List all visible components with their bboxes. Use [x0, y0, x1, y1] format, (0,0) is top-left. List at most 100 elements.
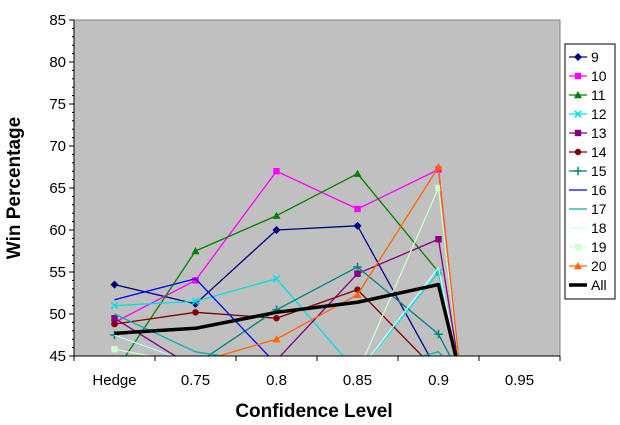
x-tick-label: 0.9: [428, 372, 449, 389]
series-line: [114, 282, 458, 356]
legend-item-20: 20: [569, 258, 607, 274]
y-tick-label: 85: [49, 12, 66, 29]
y-axis-title: Win Percentage: [4, 117, 25, 259]
series-line: [114, 225, 430, 356]
legend-item-16: 16: [569, 182, 607, 198]
legend-label: 17: [591, 201, 607, 217]
legend-item-12: 12: [569, 106, 607, 122]
legend-item-18: 18: [569, 220, 607, 236]
data-point: [273, 315, 280, 322]
legend: 9 10 11 12 13 14 15 16 17 18 19 20 All: [564, 43, 616, 300]
data-point: [353, 262, 362, 272]
data-point: [353, 290, 362, 298]
plot-area: [73, 19, 561, 357]
legend-marker: [574, 148, 582, 156]
data-point: [272, 211, 281, 219]
data-point: [353, 221, 362, 230]
x-tick-label: Hedge: [92, 372, 136, 389]
data-point: [191, 360, 199, 368]
data-point: [273, 365, 279, 371]
series-line: [114, 288, 424, 356]
legend-marker: [574, 243, 582, 251]
y-tick-label: 55: [49, 264, 66, 281]
series-all: [114, 282, 458, 356]
data-point: [434, 163, 443, 171]
series-line: [114, 271, 457, 356]
data-point: [273, 168, 280, 175]
series-20: [192, 163, 460, 366]
legend-label: 13: [591, 125, 607, 141]
legend-item-all: All: [569, 277, 607, 293]
legend-marker: [574, 110, 582, 118]
legend-label: 14: [591, 144, 607, 160]
data-point: [192, 309, 199, 316]
legend-marker: [574, 262, 582, 270]
data-point: [111, 315, 118, 322]
legend-label: 20: [591, 258, 607, 274]
legend-item-11: 11: [569, 87, 606, 103]
legend-label: 18: [591, 220, 607, 236]
data-point: [354, 205, 361, 213]
data-point: [354, 270, 361, 277]
x-tick-label: 0.8: [266, 372, 287, 389]
series-19: [111, 184, 459, 371]
series-line: [114, 278, 270, 356]
legend-item-15: 15: [569, 163, 607, 179]
y-tick-label: 65: [49, 180, 66, 197]
legend-label: 15: [591, 163, 607, 179]
legend-marker: [574, 53, 582, 61]
x-axis-title: Confidence Level: [235, 401, 392, 422]
legend-label: 19: [591, 239, 607, 255]
data-point: [110, 301, 119, 310]
y-tick-label: 70: [49, 138, 66, 155]
series-line: [114, 267, 458, 356]
x-tick-label: 0.95: [505, 372, 534, 389]
legend-item-9: 9: [569, 49, 599, 65]
legend-marker: [573, 166, 583, 176]
legend-item-10: 10: [569, 68, 607, 84]
x-tick-label: 0.75: [181, 372, 210, 389]
data-point: [434, 329, 443, 339]
legend-marker: [574, 91, 582, 99]
legend-label: 11: [591, 87, 606, 103]
series-9: [110, 221, 430, 356]
legend-marker: [574, 72, 582, 80]
series-12: [110, 268, 457, 356]
y-tick-label: 80: [49, 54, 66, 71]
axes-layer: 45 50 55 60 65 70 75 80 85 Hedge 0.75 0.8 0.85 0.9 0.9…: [49, 12, 561, 389]
data-point: [192, 361, 198, 367]
data-point: [111, 320, 118, 328]
data-point: [110, 280, 119, 289]
legend-label: 9: [591, 49, 599, 65]
legend-item-17: 17: [569, 201, 607, 217]
y-tick-label: 60: [49, 222, 66, 239]
data-point: [192, 277, 199, 284]
data-point: [435, 184, 442, 192]
data-point: [191, 297, 200, 306]
series-line: [114, 266, 451, 356]
legend-label: 10: [591, 68, 607, 84]
data-point: [273, 357, 279, 363]
legend-marker: [574, 129, 582, 137]
data-point: [111, 346, 118, 353]
data-point: [272, 226, 281, 234]
series-line: [216, 166, 460, 356]
data-point: [353, 169, 362, 177]
legend-item-14: 14: [569, 144, 607, 160]
series-16: [114, 278, 270, 356]
legend-label: 16: [591, 182, 607, 198]
legend-item-13: 13: [569, 125, 607, 141]
y-tick-label: 45: [49, 348, 66, 365]
data-point: [272, 335, 281, 343]
data-point: [192, 359, 200, 366]
data-point: [191, 247, 200, 255]
x-tick-label: 0.85: [343, 372, 372, 389]
legend-label: 12: [591, 106, 607, 122]
data-point: [272, 274, 281, 283]
series-18: [114, 267, 458, 356]
y-tick-label: 50: [49, 306, 66, 323]
y-tick-label: 75: [49, 96, 66, 113]
data-point: [192, 365, 198, 371]
legend-label: All: [591, 277, 607, 293]
